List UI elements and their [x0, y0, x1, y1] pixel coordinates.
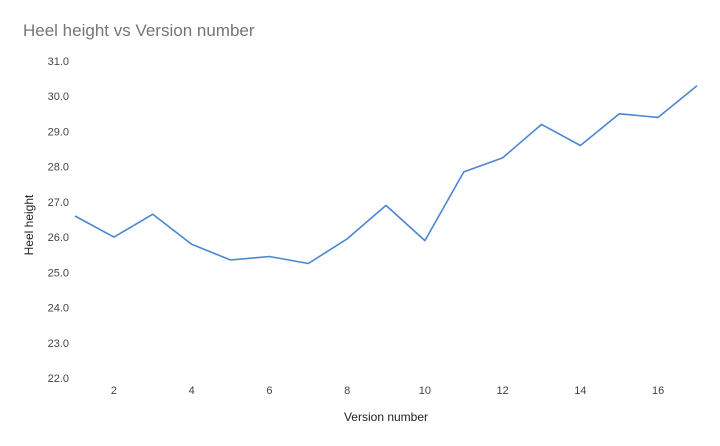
- y-tick-label: 25.0: [48, 267, 69, 279]
- series-group: [74, 85, 698, 265]
- y-tick-label: 28.0: [48, 162, 69, 174]
- x-axis-title: Version number: [344, 410, 428, 424]
- x-tick-label: 2: [111, 385, 117, 397]
- y-tick-label: 29.0: [48, 126, 69, 138]
- x-tick-label: 12: [497, 385, 509, 397]
- y-tick-label: 26.0: [48, 232, 69, 244]
- y-tick-label: 24.0: [48, 303, 69, 315]
- series-line: [74, 85, 698, 265]
- y-axis-ticks: 22.0 23.0 24.0 25.0 26.0 27.0 28.0 29.0 30.0 31.0: [48, 56, 69, 385]
- y-tick-label: 31.0: [48, 56, 69, 68]
- y-axis-title: Heel height: [22, 194, 36, 255]
- x-tick-label: 4: [189, 385, 195, 397]
- x-tick-label: 8: [344, 385, 350, 397]
- x-tick-label: 10: [419, 385, 431, 397]
- x-tick-label: 14: [574, 385, 586, 397]
- y-tick-label: 27.0: [48, 197, 69, 209]
- y-tick-label: 23.0: [48, 338, 69, 350]
- x-tick-label: 6: [266, 385, 272, 397]
- chart-title: Heel height vs Version number: [23, 21, 255, 40]
- y-tick-label: 22.0: [48, 373, 69, 385]
- x-tick-label: 16: [652, 385, 664, 397]
- x-axis-ticks: 2 4 6 8 10 12 14 16: [111, 385, 664, 397]
- y-tick-label: 30.0: [48, 91, 69, 103]
